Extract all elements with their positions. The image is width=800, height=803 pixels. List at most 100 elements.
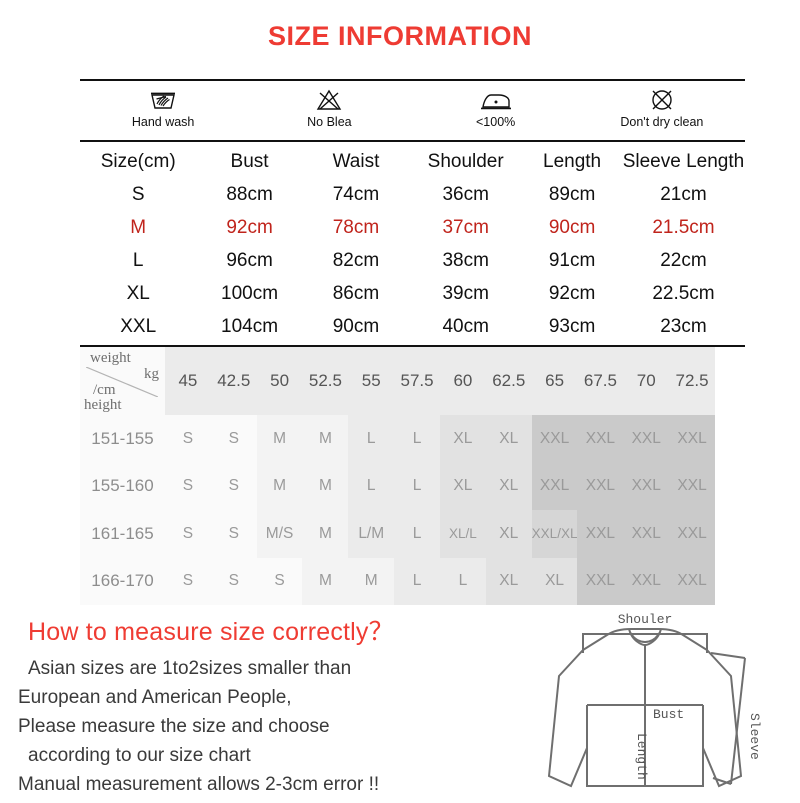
garment-label-bust: Bust — [653, 707, 684, 722]
cell-size: S — [131, 184, 145, 205]
matrix-size-cell: XXL — [577, 462, 624, 510]
care-label: <100% — [475, 115, 516, 129]
matrix-size-cell: XXL — [531, 415, 578, 463]
matrix-height-label: 161-165 — [80, 510, 165, 558]
cell-length: 89cm — [548, 184, 596, 205]
matrix-size-cell: XXL — [623, 557, 670, 605]
cell-shoulder: 37cm — [442, 217, 489, 238]
column-header-length: Length — [543, 151, 602, 172]
no-bleach-icon — [315, 86, 343, 114]
care-item-hand-wash: Hand wash — [80, 86, 246, 129]
cell-sleeve: 22cm — [660, 250, 707, 271]
cell-bust: 92cm — [226, 217, 273, 238]
iron-low-heat-icon — [479, 86, 513, 114]
table-row: L 96cm 82cm 38cm 91cm 22cm — [80, 245, 745, 278]
weight-height-size-matrix: weight kg/cm height 45 42.5 50 52.5 55 57.5 60 62.… — [80, 347, 715, 605]
column-header-sleeve: Sleeve Length — [622, 151, 745, 172]
matrix-size-cell: XXL — [623, 510, 670, 558]
matrix-size-cell: M — [256, 415, 303, 463]
garment-measurement-diagram: Shouler Bust Length Sleeve — [495, 608, 795, 798]
matrix-size-cell: L — [348, 415, 395, 463]
matrix-size-cell: XXL — [669, 557, 715, 605]
matrix-height-label: 155-160 — [80, 462, 165, 510]
care-item-iron: <100% — [413, 86, 579, 129]
how-to-measure-line: European and American People, — [18, 687, 292, 708]
matrix-size-cell: XXL — [577, 557, 624, 605]
table-row: XXL 104cm 90cm 40cm 93cm 23cm — [80, 311, 745, 344]
matrix-size-cell: S — [210, 415, 257, 463]
cell-sleeve: 23cm — [660, 316, 707, 337]
cell-waist: 90cm — [332, 316, 380, 337]
table-row: S 88cm 74cm 36cm 89cm 21cm — [80, 179, 745, 212]
matrix-size-cell: L — [439, 557, 486, 605]
table-divider-rule — [80, 345, 745, 347]
care-instructions-bar: Hand wash No Blea <100% — [80, 79, 745, 142]
no-dry-clean-icon — [648, 86, 676, 114]
matrix-weight-header: 70 — [623, 347, 670, 415]
garment-label-sleeve: Sleeve — [747, 713, 762, 760]
matrix-corner-header: weight kg/cm height — [80, 347, 165, 415]
cell-length: 93cm — [548, 316, 596, 337]
matrix-size-cell: XL — [485, 510, 532, 558]
matrix-size-cell: L — [394, 510, 440, 558]
care-item-no-bleach: No Blea — [246, 86, 412, 129]
matrix-size-cell: XXL — [669, 510, 715, 558]
matrix-size-cell: M — [348, 557, 395, 605]
table-row: XL 100cm 86cm 39cm 92cm 22.5cm — [80, 278, 745, 311]
matrix-size-cell: S — [210, 462, 257, 510]
matrix-weight-header: 60 — [439, 347, 486, 415]
care-item-no-dry-clean: Don't dry clean — [579, 86, 745, 129]
matrix-size-cell: M — [302, 557, 349, 605]
cell-length: 92cm — [548, 283, 596, 304]
matrix-size-cell: XXL — [623, 415, 670, 463]
matrix-size-cell: S — [210, 557, 257, 605]
matrix-size-cell: M — [302, 510, 349, 558]
matrix-size-cell: XL — [485, 462, 532, 510]
matrix-size-cell: L — [394, 462, 440, 510]
how-to-measure-section: How to measure size correctly？ Asian siz… — [18, 612, 498, 799]
cell-sleeve: 21.5cm — [652, 217, 715, 238]
matrix-weight-header: 42.5 — [210, 347, 257, 415]
column-header-shoulder: Shoulder — [427, 151, 504, 172]
matrix-size-cell: L/M — [348, 510, 395, 558]
cell-sleeve: 21cm — [660, 184, 707, 205]
matrix-size-cell: XL — [485, 557, 532, 605]
matrix-size-cell: XXL — [623, 462, 670, 510]
matrix-weight-header: 45 — [165, 347, 211, 415]
corner-cm-label: /cm — [93, 382, 116, 398]
matrix-size-cell: S — [165, 510, 211, 558]
garment-label-shoulder: Shouler — [618, 612, 673, 627]
cell-size: L — [132, 250, 144, 271]
matrix-height-label: 151-155 — [80, 415, 165, 463]
care-label: No Blea — [307, 115, 352, 129]
matrix-size-cell: S — [165, 557, 211, 605]
matrix-weight-header: 50 — [256, 347, 303, 415]
cell-sleeve: 22.5cm — [652, 283, 715, 304]
cell-shoulder: 40cm — [442, 316, 489, 337]
cell-bust: 100cm — [221, 283, 279, 304]
matrix-weight-header: 55 — [348, 347, 395, 415]
matrix-size-cell: XL/L — [439, 510, 486, 558]
matrix-size-cell: XXL/XL — [531, 510, 578, 558]
corner-kg-label: kg — [144, 366, 159, 382]
matrix-size-cell: M/S — [256, 510, 303, 558]
table-row-highlighted: M 92cm 78cm 37cm 90cm 21.5cm — [80, 212, 745, 245]
hand-wash-icon — [148, 86, 178, 114]
cell-size: XL — [126, 283, 150, 304]
matrix-size-cell: S — [256, 557, 303, 605]
corner-weight-label: weight — [90, 350, 131, 366]
matrix-size-cell: XL — [485, 415, 532, 463]
size-measurement-table: Size(cm) Bust Waist Shoulder Length Slee… — [80, 146, 745, 344]
garment-label-length: Length — [634, 733, 649, 780]
matrix-size-cell: XL — [531, 557, 578, 605]
cell-shoulder: 36cm — [442, 184, 489, 205]
matrix-size-cell: XXL — [669, 415, 715, 463]
how-to-measure-line: Manual measurement allows 2-3cm error !! — [18, 774, 380, 795]
matrix-size-cell: XXL — [577, 510, 624, 558]
cell-waist: 86cm — [332, 283, 380, 304]
column-header-size: Size(cm) — [100, 151, 176, 172]
care-label: Don't dry clean — [620, 115, 704, 129]
cell-shoulder: 39cm — [442, 283, 489, 304]
matrix-size-cell: XL — [439, 462, 486, 510]
matrix-size-cell: L — [394, 415, 440, 463]
